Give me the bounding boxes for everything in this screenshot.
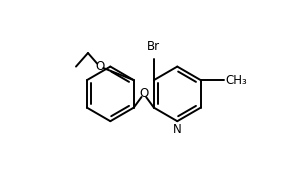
Text: O: O [139,87,149,100]
Text: O: O [95,60,104,73]
Text: Br: Br [147,40,161,53]
Text: CH₃: CH₃ [225,74,247,87]
Text: N: N [173,123,182,136]
